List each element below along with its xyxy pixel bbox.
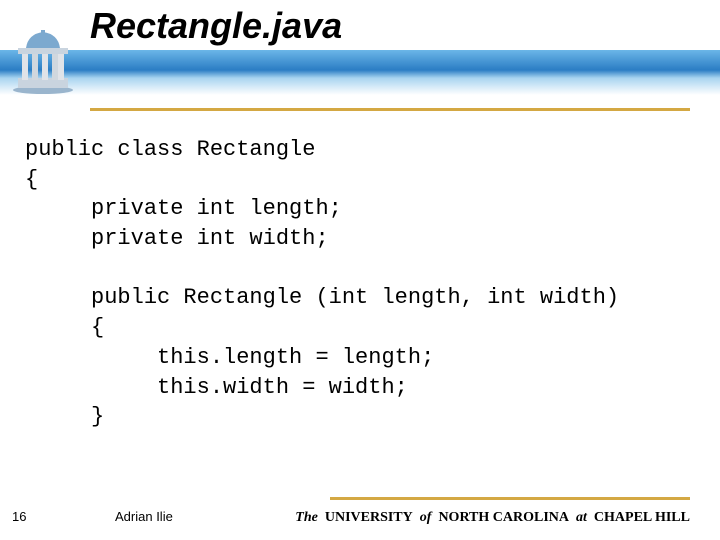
slide-title: Rectangle.java	[90, 5, 342, 47]
divider-top	[90, 108, 690, 111]
author-name: Adrian Ilie	[115, 509, 173, 524]
footer: 16 Adrian Ilie The UNIVERSITY of NORTH C…	[0, 490, 720, 540]
uni-the: The	[295, 510, 318, 525]
header-band: Rectangle.java	[0, 0, 720, 100]
code-line: }	[25, 404, 104, 429]
uni-university: UNIVERSITY	[325, 510, 413, 525]
code-line: private int length;	[25, 196, 342, 221]
unc-well-logo	[8, 30, 78, 95]
code-line: this.length = length;	[25, 345, 434, 370]
code-line: {	[25, 315, 104, 340]
code-line: {	[25, 167, 38, 192]
code-line: private int width;	[25, 226, 329, 251]
uni-ch: CHAPEL HILL	[594, 510, 690, 525]
code-line: this.width = width;	[25, 375, 408, 400]
university-line: The UNIVERSITY of NORTH CAROLINA at CHAP…	[295, 510, 690, 526]
divider-bottom	[330, 497, 690, 500]
uni-nc: NORTH CAROLINA	[438, 510, 569, 525]
code-line: public Rectangle (int length, int width)	[25, 285, 619, 310]
page-number: 16	[12, 509, 26, 524]
code-block: public class Rectangle { private int len…	[25, 135, 619, 432]
code-line: public class Rectangle	[25, 137, 315, 162]
uni-of: of	[420, 510, 432, 525]
uni-at: at	[576, 510, 587, 525]
